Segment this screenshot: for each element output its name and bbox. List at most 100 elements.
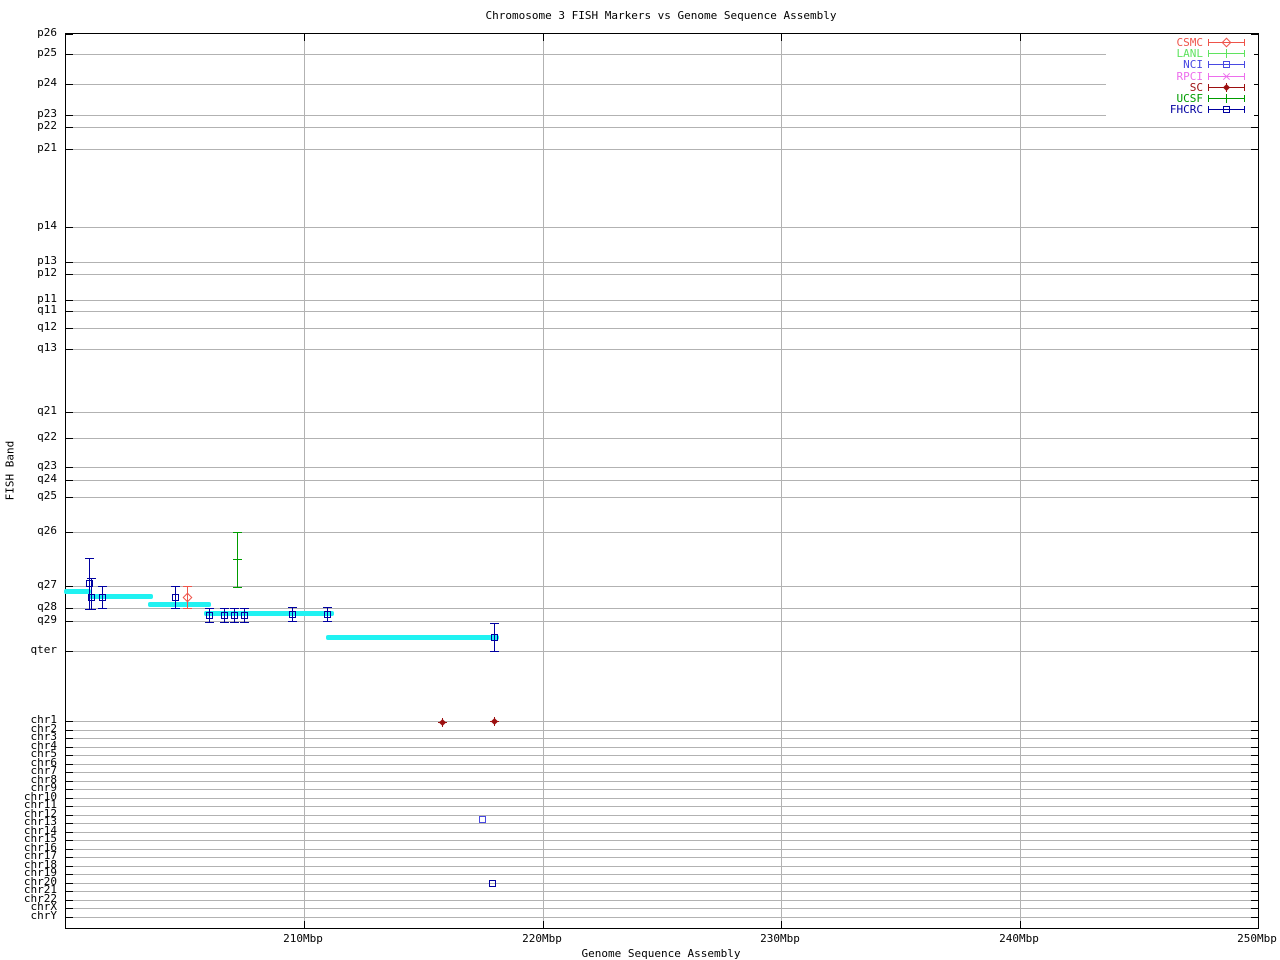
- y-tick-right-chr18: [1251, 865, 1258, 867]
- y-tick-label-chrX: chrX: [30, 900, 58, 914]
- legend-line-NCI: [1208, 64, 1245, 66]
- point-FHCRC-4-square-icon: [206, 612, 213, 619]
- y-tick-left-chr8: [66, 780, 73, 782]
- x-axis-title: Genome Sequence Assembly: [581, 947, 741, 960]
- gridline-y-chr8: [66, 780, 1258, 782]
- legend-label-NCI: NCI: [1183, 58, 1203, 72]
- y-tick-right-p25: [1251, 54, 1258, 55]
- point-FHCRC-1-err-cap-bot: [87, 609, 96, 610]
- y-tick-left-p25: [66, 54, 73, 55]
- y-tick-label-chr20: chr20: [23, 874, 57, 888]
- gridline-y-chr21: [66, 891, 1258, 893]
- y-tick-left-q25: [66, 497, 73, 498]
- gridline-y-chr12: [66, 814, 1258, 816]
- plot-area: CSMC LANL NCI RPCI SC UCSF FHCRC: [63, 33, 1259, 929]
- gridline-y-p25: [66, 54, 1258, 55]
- gridline-x-230: [781, 34, 782, 928]
- gridline-x-220: [543, 34, 544, 928]
- y-tick-label-chr1: chr1: [30, 713, 58, 726]
- y-tick-label-p21: p21: [37, 141, 57, 154]
- y-tick-left-q11: [66, 311, 73, 312]
- point-FHCRC-3-square-icon: [172, 594, 179, 601]
- legend-cap-l-RPCI: [1208, 72, 1209, 80]
- y-tick-right-chr21: [1251, 891, 1258, 893]
- gridline-x-240: [1020, 34, 1021, 928]
- gridline-y-q29: [66, 621, 1258, 622]
- y-tick-right-p23: [1251, 115, 1258, 116]
- y-tick-right-chr11: [1251, 806, 1258, 808]
- y-tick-left-chr18: [66, 865, 73, 867]
- point-FHCRC-5-square-icon: [221, 612, 228, 619]
- y-tick-left-p23: [66, 115, 73, 116]
- gridline-y-chr16: [66, 848, 1258, 850]
- gridline-y-q23: [66, 467, 1258, 468]
- legend-cap-l-UCSF: [1208, 95, 1209, 102]
- legend-label-CSMC: CSMC: [1176, 36, 1204, 49]
- y-tick-label-chr9: chr9: [30, 781, 58, 795]
- legend-sample-RPCI: [1208, 72, 1245, 81]
- gridline-y-chr5: [66, 755, 1258, 757]
- point-FHCRC-1-err-line: [91, 578, 92, 609]
- y-tick-right-chrX: [1251, 908, 1258, 910]
- gridline-y-chr1: [66, 721, 1258, 722]
- y-tick-label-q26: q26: [37, 524, 57, 537]
- y-tick-right-q13: [1251, 349, 1258, 350]
- y-tick-left-chr14: [66, 831, 73, 833]
- y-tick-left-chr22: [66, 899, 73, 901]
- y-tick-label-q11: q11: [37, 303, 57, 316]
- legend-cap-r-RPCI: [1244, 72, 1245, 80]
- gridline-y-chr2: [66, 729, 1258, 731]
- gridline-y-p12: [66, 274, 1258, 275]
- y-tick-label-chr7: chr7: [30, 764, 58, 778]
- y-tick-label-q27: q27: [37, 578, 57, 591]
- y-tick-right-p13: [1251, 262, 1258, 263]
- point-FHCRC-7-err-cap-bot: [240, 622, 249, 623]
- gridline-y-p22: [66, 127, 1258, 128]
- legend-label-RPCI: RPCI: [1176, 69, 1204, 83]
- y-tick-label-chr6: chr6: [30, 755, 58, 769]
- y-tick-right-chr13: [1251, 823, 1258, 825]
- y-tick-left-chr20: [66, 882, 73, 884]
- gridline-y-q12: [66, 328, 1258, 329]
- gridline-y-p14: [66, 227, 1258, 228]
- gridline-y-chrY: [66, 917, 1258, 918]
- gridline-y-q11: [66, 311, 1258, 312]
- x-tick-bottom-210: [304, 921, 305, 928]
- gridline-y-q22: [66, 438, 1258, 439]
- point-FHCRC-9-err-cap-bot: [323, 621, 332, 622]
- band-bar-q29-4: [326, 635, 499, 640]
- legend-sample-CSMC: [1208, 37, 1245, 48]
- point-FHCRC-2-err-cap-bot: [98, 608, 107, 609]
- point-UCSF-0-err-cap-bot: [233, 587, 242, 588]
- x-tick-label-210: 210Mbp: [283, 932, 323, 945]
- y-tick-left-chr16: [66, 848, 73, 850]
- gridline-y-chr3: [66, 738, 1258, 739]
- x-tick-top-210: [304, 34, 305, 41]
- point-FHCRC-8-err-cap-top: [288, 607, 297, 608]
- legend-cap-l-CSMC: [1208, 39, 1209, 46]
- y-tick-label-p14: p14: [37, 219, 57, 232]
- y-tick-label-chr3: chr3: [30, 730, 58, 743]
- point-CSMC-0-diamond-icon: [182, 592, 193, 603]
- legend-sample-FHCRC: [1208, 105, 1245, 114]
- y-tick-left-chr15: [66, 840, 73, 842]
- gridline-y-chr20: [66, 882, 1258, 884]
- point-FHCRC-0-err-line: [89, 558, 90, 609]
- y-tick-label-chr14: chr14: [23, 823, 57, 837]
- y-tick-right-p11: [1251, 300, 1258, 301]
- point-FHCRC-6-square-icon: [231, 612, 238, 619]
- y-tick-right-p21: [1251, 149, 1258, 150]
- x-tick-bottom-230: [781, 921, 782, 928]
- gridline-y-q28: [66, 608, 1258, 609]
- gridline-y-chr7: [66, 772, 1258, 774]
- y-tick-right-chr16: [1251, 848, 1258, 850]
- y-tick-label-q13: q13: [37, 341, 57, 354]
- gridline-y-qter: [66, 651, 1258, 652]
- y-tick-label-q21: q21: [37, 404, 57, 417]
- legend-label-SC: SC: [1189, 80, 1203, 94]
- point-FHCRC-0-square-icon: [86, 580, 93, 587]
- x-tick-top-230: [781, 34, 782, 41]
- y-tick-right-chr6: [1251, 763, 1258, 765]
- x-tick-label-250: 250Mbp: [1237, 932, 1277, 945]
- gridline-y-q21: [66, 412, 1258, 413]
